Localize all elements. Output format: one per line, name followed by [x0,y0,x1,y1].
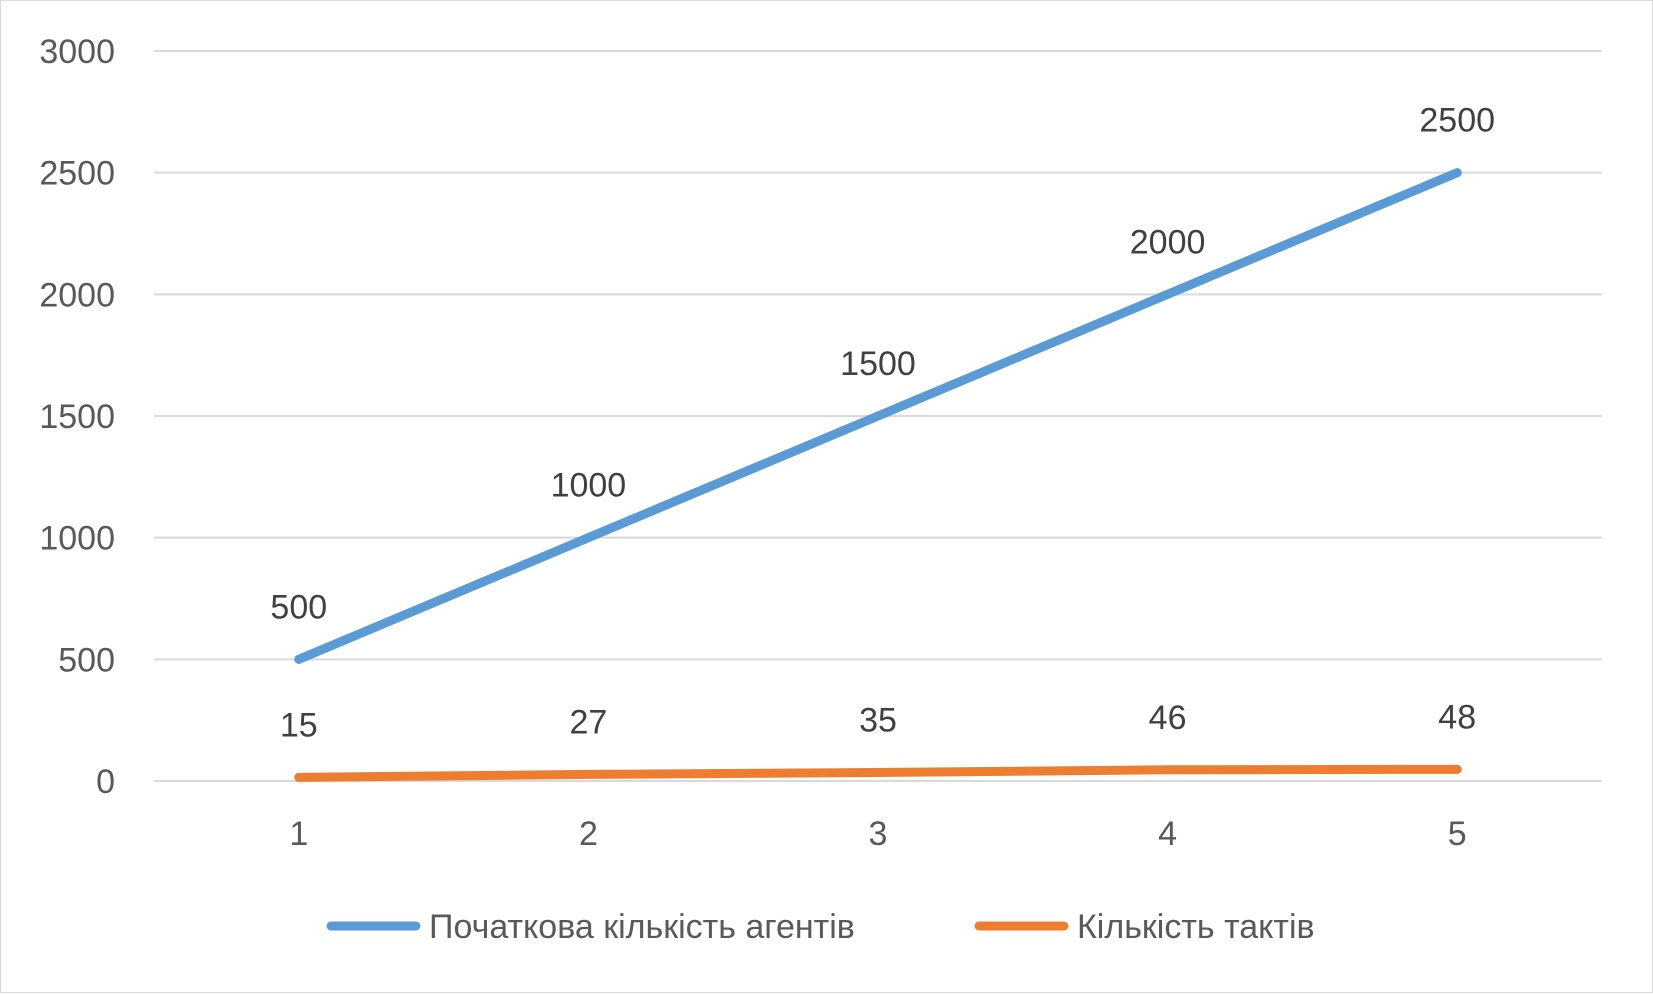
legend-label: Кількість тактів [1077,908,1315,946]
data-label: 500 [270,588,327,626]
data-point [1452,764,1462,774]
y-tick-label: 2500 [39,155,115,193]
legend: Початкова кількість агентів Кількість так… [326,908,1315,946]
data-label: 48 [1438,698,1476,736]
data-point [873,767,883,777]
x-axis-tick-labels: 1 2 3 4 5 [289,815,1466,853]
x-tick-label: 2 [579,815,598,853]
data-label: 1500 [840,345,916,383]
y-tick-label: 3000 [39,33,115,71]
data-label: 2000 [1130,223,1206,261]
data-point [583,533,593,543]
x-tick-label: 4 [1158,815,1177,853]
y-tick-label: 1500 [39,398,115,436]
data-label: 1000 [551,467,627,505]
y-tick-label: 0 [96,763,115,801]
data-point [1163,289,1173,299]
data-label: 27 [569,703,607,741]
data-label: 2500 [1419,102,1495,140]
data-point [294,772,304,782]
data-point [1163,765,1173,775]
series-lines [294,168,1462,782]
gridlines [154,50,1602,782]
legend-item: Початкова кількість агентів [326,908,855,946]
y-tick-label: 2000 [39,276,115,314]
x-tick-label: 1 [289,815,308,853]
y-tick-label: 500 [58,641,115,679]
data-point [873,411,883,421]
data-label: 46 [1149,699,1187,737]
data-label: 15 [280,706,318,744]
legend-item: Кількість тактів [974,908,1315,946]
data-label: 35 [859,701,897,739]
x-tick-label: 3 [869,815,888,853]
y-axis-tick-labels: 0 500 1000 1500 2000 2500 3000 [39,33,115,801]
y-tick-label: 1000 [39,520,115,558]
legend-label: Початкова кількість агентів [429,908,855,946]
data-labels: 500 1000 1500 2000 2500 15 27 35 46 48 [270,102,1495,745]
data-point [294,654,304,664]
x-tick-label: 5 [1448,815,1467,853]
data-point [1452,168,1462,178]
data-point [583,769,593,779]
